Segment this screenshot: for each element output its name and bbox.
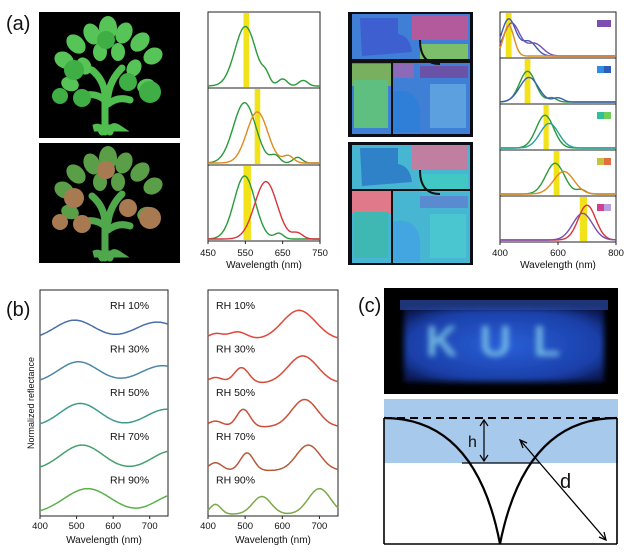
x-tick-label: 650 — [275, 248, 291, 259]
reflectance-line — [39, 319, 169, 337]
highlight-band — [543, 105, 549, 149]
spectrum-line-green — [208, 25, 320, 87]
x-tick-label: 700 — [142, 521, 158, 532]
x-tick-label: 400 — [200, 521, 216, 532]
x-tick-label: 700 — [311, 521, 327, 532]
reflectance-line — [207, 487, 339, 515]
tree-image-green — [39, 12, 180, 138]
spectra-chart-a-center — [207, 11, 321, 242]
panel-label-c: (c) — [358, 295, 381, 317]
color-swatch — [597, 66, 604, 73]
spectrum-line-purple — [500, 212, 616, 241]
liquid-fill-region — [384, 399, 618, 463]
highlight-band — [553, 151, 560, 195]
color-swatch — [597, 112, 604, 119]
panel-label-a: (a) — [6, 13, 30, 35]
reflectance-line — [39, 444, 169, 468]
x-tick-label: 450 — [200, 248, 216, 259]
mosaic-image-bottom — [348, 142, 473, 265]
spectrum-line-green — [207, 175, 320, 240]
spectrum-line-orange — [499, 24, 616, 57]
device-glow-letters: KUL — [426, 317, 582, 366]
series-label: RH 90% — [110, 474, 149, 486]
d-label: d — [560, 471, 571, 493]
highlight-band — [579, 197, 587, 241]
reflectance-line — [207, 398, 339, 428]
spectrum-line-blue — [499, 76, 616, 103]
reflectance-line — [39, 361, 169, 381]
series-label: RH 50% — [110, 387, 149, 399]
highlight-band — [243, 166, 251, 240]
series-label: RH 10% — [216, 300, 255, 312]
color-swatch — [604, 158, 611, 165]
series-label: RH 50% — [216, 387, 255, 399]
highlight-band — [254, 89, 261, 164]
h-label: h — [468, 434, 477, 451]
color-swatch — [597, 20, 604, 27]
reflectance-line — [207, 355, 339, 384]
dynamic-chart-layer: 450 550 650 750 Wavelength (nm) 400 600 800 Wave… — [26, 13, 624, 546]
reflectance-chart-b-left — [39, 289, 169, 517]
x-tick-label: 400 — [32, 521, 48, 532]
reflectance-line — [207, 309, 339, 339]
device-photo: KUL — [384, 288, 618, 394]
highlight-band — [524, 59, 531, 103]
x-axis-label: Wavelength (nm) — [66, 535, 142, 546]
x-tick-label: 400 — [492, 248, 508, 259]
panel-label-b: (b) — [6, 299, 30, 321]
spectrum-line-green — [207, 101, 320, 164]
color-swatch — [604, 112, 611, 119]
x-tick-label: 600 — [550, 248, 566, 259]
spectrum-line-orange — [208, 111, 320, 164]
color-swatch — [604, 66, 611, 73]
reflectance-chart-b-right — [207, 289, 339, 517]
x-tick-label: 500 — [237, 521, 253, 532]
spectrum-line-purple — [499, 22, 616, 57]
color-swatch — [597, 204, 604, 211]
spectrum-line-teal — [500, 122, 616, 149]
d-arrow — [519, 439, 607, 541]
reflectance-line — [207, 444, 339, 472]
x-tick-label: 550 — [237, 248, 253, 259]
x-axis-label: Wavelength (nm) — [226, 260, 302, 271]
spectrum-line-orange — [500, 170, 616, 195]
series-label: RH 70% — [110, 431, 149, 443]
highlight-band — [243, 13, 250, 87]
series-label: RH 30% — [110, 344, 149, 356]
reflectance-line — [39, 487, 169, 512]
x-tick-label: 600 — [274, 521, 290, 532]
reflectance-line — [39, 402, 169, 425]
cavity-diagram: h d — [383, 398, 618, 545]
x-axis-label: Wavelength (nm) — [520, 260, 596, 271]
series-label: RH 30% — [216, 344, 255, 356]
highlight-band — [505, 13, 512, 57]
y-axis-label: Normalized reflectance — [26, 357, 36, 449]
x-tick-label: 500 — [69, 521, 85, 532]
mosaic-image-top — [348, 12, 473, 137]
tree-image-colored — [39, 143, 180, 263]
color-swatch — [597, 158, 604, 165]
series-label: RH 70% — [216, 431, 255, 443]
spectrum-line-red — [208, 180, 320, 240]
x-axis-label: Wavelength (nm) — [235, 535, 311, 546]
x-tick-label: 800 — [608, 248, 624, 259]
color-swatch — [604, 20, 611, 27]
color-swatch — [604, 204, 611, 211]
series-label: RH 90% — [216, 474, 255, 486]
x-tick-label: 750 — [312, 248, 328, 259]
series-label: RH 10% — [110, 300, 149, 312]
x-tick-label: 600 — [105, 521, 121, 532]
